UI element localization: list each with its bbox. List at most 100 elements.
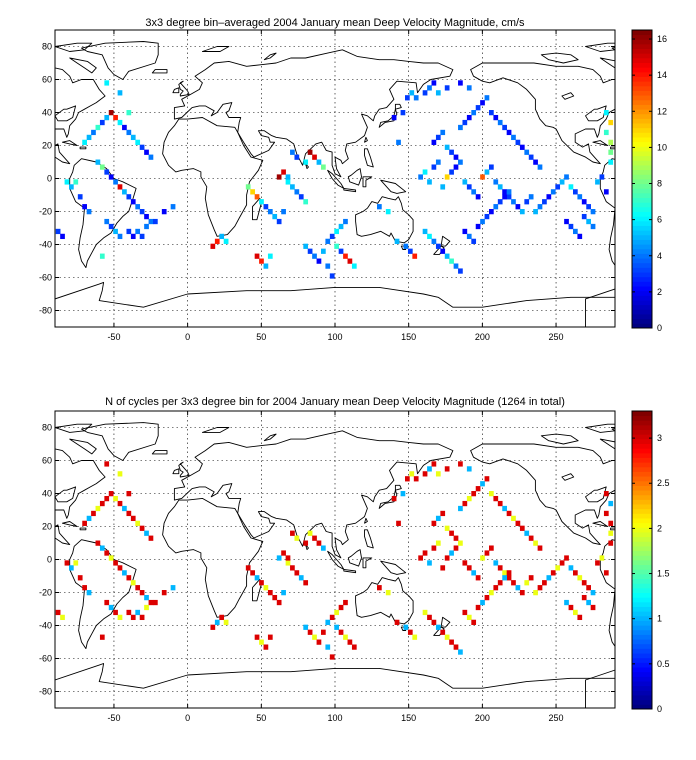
data-bin bbox=[431, 461, 437, 467]
data-bin bbox=[307, 629, 313, 635]
coastline bbox=[201, 46, 230, 52]
colorbar-step bbox=[632, 71, 652, 77]
data-bin bbox=[466, 565, 472, 571]
data-bin bbox=[254, 194, 260, 200]
colorbar-ticks: 0 0.5 1 1.5 2 2.5 3 bbox=[632, 433, 670, 714]
data-bin bbox=[519, 525, 525, 531]
data-bin bbox=[497, 580, 503, 586]
data-bin bbox=[130, 580, 136, 586]
colorbar-step bbox=[632, 620, 652, 626]
data-bin bbox=[267, 634, 273, 640]
coastline bbox=[433, 626, 445, 636]
data-bin bbox=[122, 570, 127, 576]
colorbar-step bbox=[632, 281, 652, 287]
data-bin bbox=[497, 199, 503, 205]
data-bin bbox=[338, 629, 344, 635]
colorbar-step bbox=[632, 476, 652, 482]
map-gridlines bbox=[55, 411, 615, 708]
data-bin bbox=[170, 204, 176, 210]
coastline bbox=[79, 527, 87, 531]
data-bin bbox=[351, 263, 357, 269]
coastline bbox=[178, 461, 190, 478]
coastline bbox=[79, 146, 87, 150]
data-bin bbox=[139, 144, 145, 150]
colorbar-tick-label: 3 bbox=[657, 433, 662, 443]
coastline bbox=[201, 427, 230, 433]
data-bin bbox=[135, 139, 141, 145]
y-tick-label: 0 bbox=[47, 174, 52, 184]
data-bin bbox=[276, 174, 282, 180]
colorbar-step bbox=[632, 606, 652, 612]
y-axis-ticks: 80 60 40 20 0 -20 -40 -60 -80 bbox=[39, 423, 615, 697]
colorbar-step bbox=[632, 564, 652, 570]
colorbar-step bbox=[632, 123, 652, 129]
data-bin bbox=[407, 629, 413, 635]
data-bin bbox=[95, 505, 101, 512]
data-bin bbox=[104, 218, 110, 225]
colorbar-tick-label: 2.5 bbox=[657, 478, 670, 488]
data-bin bbox=[471, 491, 477, 497]
data-bin bbox=[435, 540, 441, 546]
coastline bbox=[364, 517, 368, 524]
data-bin bbox=[113, 228, 118, 235]
data-bin bbox=[502, 194, 507, 200]
data-bin bbox=[281, 550, 286, 556]
data-bin bbox=[104, 599, 110, 606]
coastline bbox=[61, 521, 78, 527]
data-bin bbox=[148, 535, 154, 541]
coastline bbox=[355, 196, 414, 244]
coastline bbox=[683, 70, 696, 73]
x-tick-label: 0 bbox=[185, 713, 190, 723]
data-bin bbox=[321, 164, 326, 170]
data-bin bbox=[329, 273, 335, 279]
coastline bbox=[394, 103, 402, 110]
colorbar-tick-label: 10 bbox=[657, 142, 667, 152]
data-bin bbox=[409, 471, 415, 477]
coastline bbox=[343, 568, 357, 574]
data-bin bbox=[321, 545, 326, 551]
data-bin bbox=[135, 585, 141, 591]
data-bin bbox=[489, 164, 494, 170]
data-bin bbox=[484, 550, 490, 556]
data-bin bbox=[259, 639, 264, 645]
x-tick-label: -50 bbox=[107, 713, 120, 723]
colorbar-step bbox=[632, 323, 652, 329]
coastline bbox=[599, 158, 615, 267]
colorbar-step bbox=[632, 141, 652, 147]
data-bin bbox=[577, 575, 583, 581]
data-bin bbox=[334, 609, 339, 616]
data-bin bbox=[524, 149, 530, 155]
colorbar-step bbox=[632, 522, 652, 528]
colorbar-step bbox=[632, 211, 652, 217]
colorbar-step bbox=[632, 499, 652, 505]
colorbar-frame bbox=[631, 410, 653, 710]
data-bin bbox=[276, 599, 282, 606]
data-bin bbox=[285, 179, 291, 185]
colorbar-step bbox=[632, 53, 652, 59]
data-bin bbox=[466, 614, 472, 621]
data-bin bbox=[489, 545, 494, 551]
x-axis-ticks: -50 0 50 100 150 200 250 bbox=[107, 411, 564, 723]
data-bin bbox=[413, 476, 419, 482]
colorbar-step bbox=[632, 639, 652, 645]
data-bin bbox=[104, 461, 110, 467]
data-bin bbox=[573, 570, 578, 576]
coastline bbox=[440, 235, 451, 247]
data-bin bbox=[104, 495, 110, 502]
data-bin bbox=[223, 238, 229, 244]
data-bin bbox=[608, 159, 614, 165]
colorbar-step bbox=[632, 550, 652, 556]
x-tick-label: 150 bbox=[401, 332, 416, 342]
coastline bbox=[470, 62, 615, 165]
colorbar-step bbox=[632, 653, 652, 659]
data-bin bbox=[223, 619, 229, 625]
data-bin bbox=[462, 609, 468, 616]
coastline bbox=[599, 438, 615, 450]
data-bin bbox=[427, 85, 432, 91]
data-bin bbox=[385, 209, 391, 215]
data-bin bbox=[281, 169, 286, 175]
coastline bbox=[355, 577, 414, 625]
data-bin bbox=[130, 614, 136, 621]
colorbar-step bbox=[632, 132, 652, 138]
coastline bbox=[364, 529, 374, 549]
